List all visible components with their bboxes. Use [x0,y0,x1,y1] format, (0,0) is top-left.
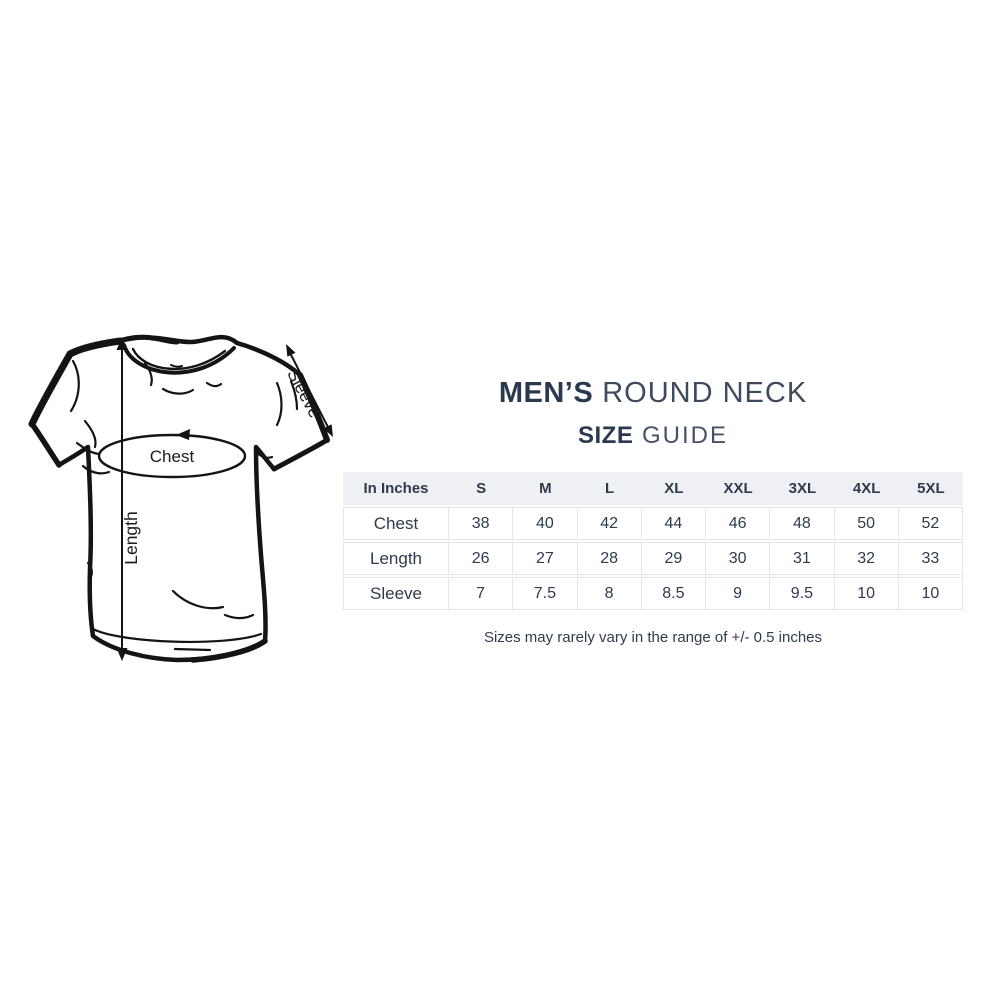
size-table-row-chest: Chest 38 40 42 44 46 48 50 52 [343,507,963,540]
chest-value-4xl: 50 [834,507,899,540]
tshirt-outline [29,334,330,663]
sleeve-value-m: 7.5 [513,577,578,610]
chest-value-xxl: 46 [706,507,771,540]
length-value-5xl: 33 [898,542,963,575]
row-label-chest: Chest [343,507,449,540]
page-subtitle: SIZE GUIDE [343,424,963,448]
length-value-xl: 29 [641,542,706,575]
sleeve-value-s: 7 [449,577,514,610]
sleeve-arrow [286,344,333,437]
size-table-row-length: Length 26 27 28 29 30 31 32 33 [343,542,963,575]
col-header-xxl: XXL [706,472,771,505]
chest-value-s: 38 [449,507,514,540]
col-header-4xl: 4XL [834,472,899,505]
col-header-in-inches: In Inches [343,472,449,505]
col-header-3xl: 3XL [770,472,835,505]
tshirt-illustration: Length Chest Sleeve [28,334,333,663]
chest-ellipse [97,429,247,479]
length-label: Length [121,511,141,565]
chest-label: Chest [150,447,195,466]
chest-value-xl: 44 [641,507,706,540]
page-subtitle-bold: SIZE [577,422,634,449]
size-table: In Inches S M L XL XXL 3XL 4XL 5XL Chest… [343,470,963,612]
page-title-rest: ROUND NECK [602,377,808,409]
collar [122,343,236,395]
length-value-4xl: 32 [834,542,899,575]
size-guide-panel: MEN’S ROUND NECK SIZE GUIDE In Inches S … [343,379,963,646]
col-header-xl: XL [641,472,706,505]
size-variance-note: Sizes may rarely vary in the range of +/… [483,629,823,646]
sleeve-value-xl: 8.5 [641,577,706,610]
sleeve-value-l: 8 [577,577,642,610]
row-label-sleeve: Sleeve [343,577,449,610]
col-header-m: M [513,472,578,505]
chest-value-l: 42 [577,507,642,540]
col-header-s: S [449,472,514,505]
page-title-bold: MEN’S [498,377,594,409]
length-value-l: 28 [577,542,642,575]
chest-value-3xl: 48 [770,507,835,540]
tshirt-ink-accents [28,334,330,663]
length-value-s: 26 [449,542,514,575]
row-label-length: Length [343,542,449,575]
page-subtitle-rest: GUIDE [642,422,729,449]
length-value-m: 27 [513,542,578,575]
sleeve-value-5xl: 10 [898,577,963,610]
size-table-header-row: In Inches S M L XL XXL 3XL 4XL 5XL [343,472,963,505]
size-table-row-sleeve: Sleeve 7 7.5 8 8.5 9 9.5 10 10 [343,577,963,610]
length-arrow [116,337,128,661]
col-header-5xl: 5XL [898,472,963,505]
length-value-xxl: 30 [706,542,771,575]
sleeve-value-4xl: 10 [834,577,899,610]
col-header-l: L [577,472,642,505]
page-title: MEN’S ROUND NECK [343,379,963,408]
tshirt-measurement-diagram: Length Chest Sleeve [25,323,355,673]
sleeve-value-3xl: 9.5 [770,577,835,610]
sleeve-value-xxl: 9 [706,577,771,610]
fabric-wrinkles [69,359,299,652]
length-value-3xl: 31 [770,542,835,575]
chest-value-m: 40 [513,507,578,540]
chest-value-5xl: 52 [898,507,963,540]
